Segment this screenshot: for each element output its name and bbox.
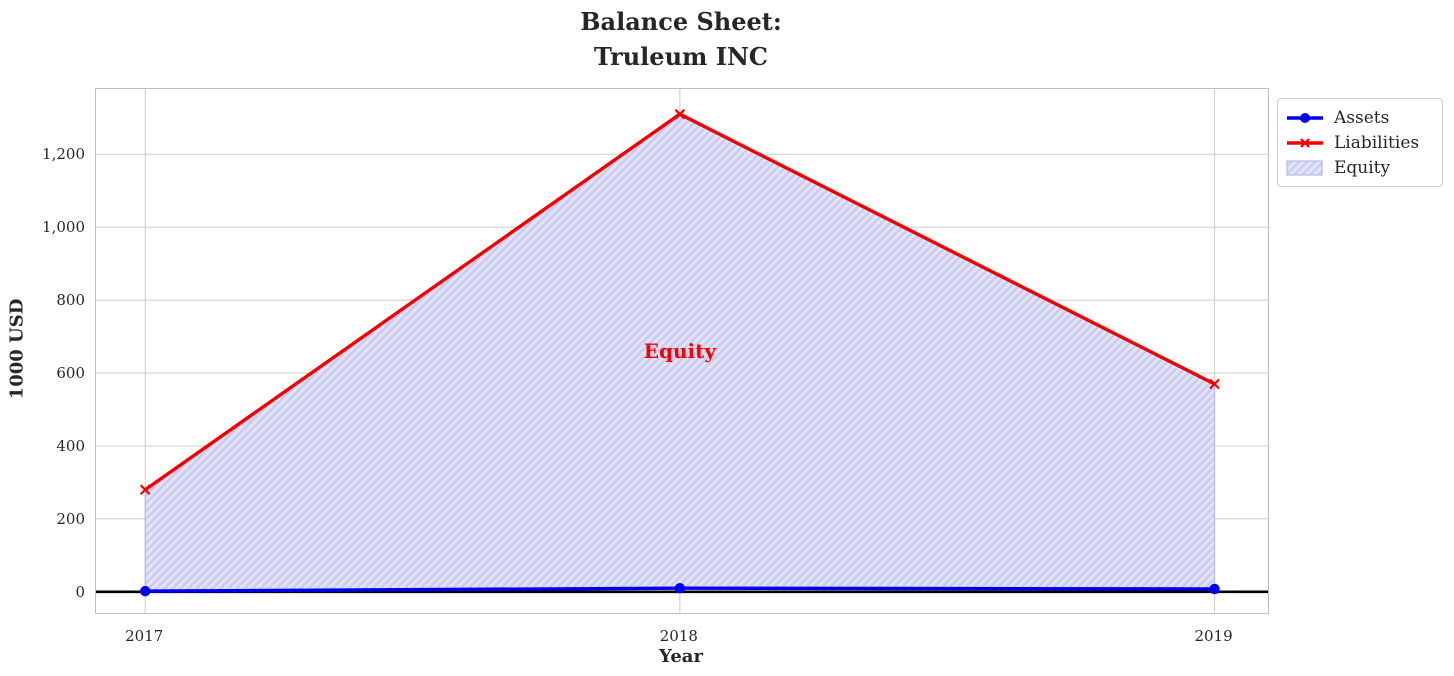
x-tick-label: 2019 xyxy=(1194,627,1233,645)
legend-label-assets: Assets xyxy=(1334,107,1390,128)
marker-assets xyxy=(1209,583,1220,595)
legend-label-equity: Equity xyxy=(1334,157,1391,178)
chart-title-line1: Balance Sheet: xyxy=(580,7,782,36)
assets-line-sample-icon xyxy=(1287,112,1323,123)
y-tick-label: 200 xyxy=(56,509,85,528)
liabilities-sample-marker xyxy=(1300,137,1310,148)
x-axis-label: Year xyxy=(659,646,703,667)
y-tick-label: 400 xyxy=(56,436,85,455)
y-tick-label: 800 xyxy=(56,291,85,310)
chart-svg xyxy=(96,89,1268,613)
y-tick-label: 1,000 xyxy=(42,218,85,237)
x-tick-label: 2018 xyxy=(659,627,698,645)
chart-title-line2: Truleum INC xyxy=(593,42,769,71)
legend-label-liabilities: Liabilities xyxy=(1334,132,1420,153)
legend-item-equity: Equity xyxy=(1286,155,1434,180)
equity-annotation: Equity xyxy=(643,339,716,364)
chart-title: Balance Sheet: Truleum INC xyxy=(95,4,1267,74)
y-tick-label: 0 xyxy=(75,582,85,601)
legend: Assets Liabilities Equity xyxy=(1277,98,1443,187)
marker-assets xyxy=(139,585,151,597)
legend-item-assets: Assets xyxy=(1286,105,1434,130)
y-tick-label: 1,200 xyxy=(42,145,85,164)
marker-liabilities xyxy=(674,108,686,120)
x-tick-labels: 2017 2018 2019 xyxy=(95,627,1267,647)
equity-patch-sample-icon xyxy=(1286,159,1323,176)
marker-liabilities xyxy=(1209,378,1220,390)
equity-sample-patch xyxy=(1286,159,1323,176)
marker-liabilities xyxy=(139,484,151,496)
legend-item-liabilities: Liabilities xyxy=(1286,130,1434,155)
y-tick-label: 600 xyxy=(56,364,85,383)
x-tick-label: 2017 xyxy=(125,627,164,645)
y-tick-labels: 0 200 400 600 800 1,000 1,200 xyxy=(0,89,85,613)
liabilities-line-sample-icon xyxy=(1287,137,1323,148)
plot-area: Equity xyxy=(95,88,1269,614)
assets-sample-marker xyxy=(1300,112,1310,123)
marker-assets xyxy=(674,583,686,594)
